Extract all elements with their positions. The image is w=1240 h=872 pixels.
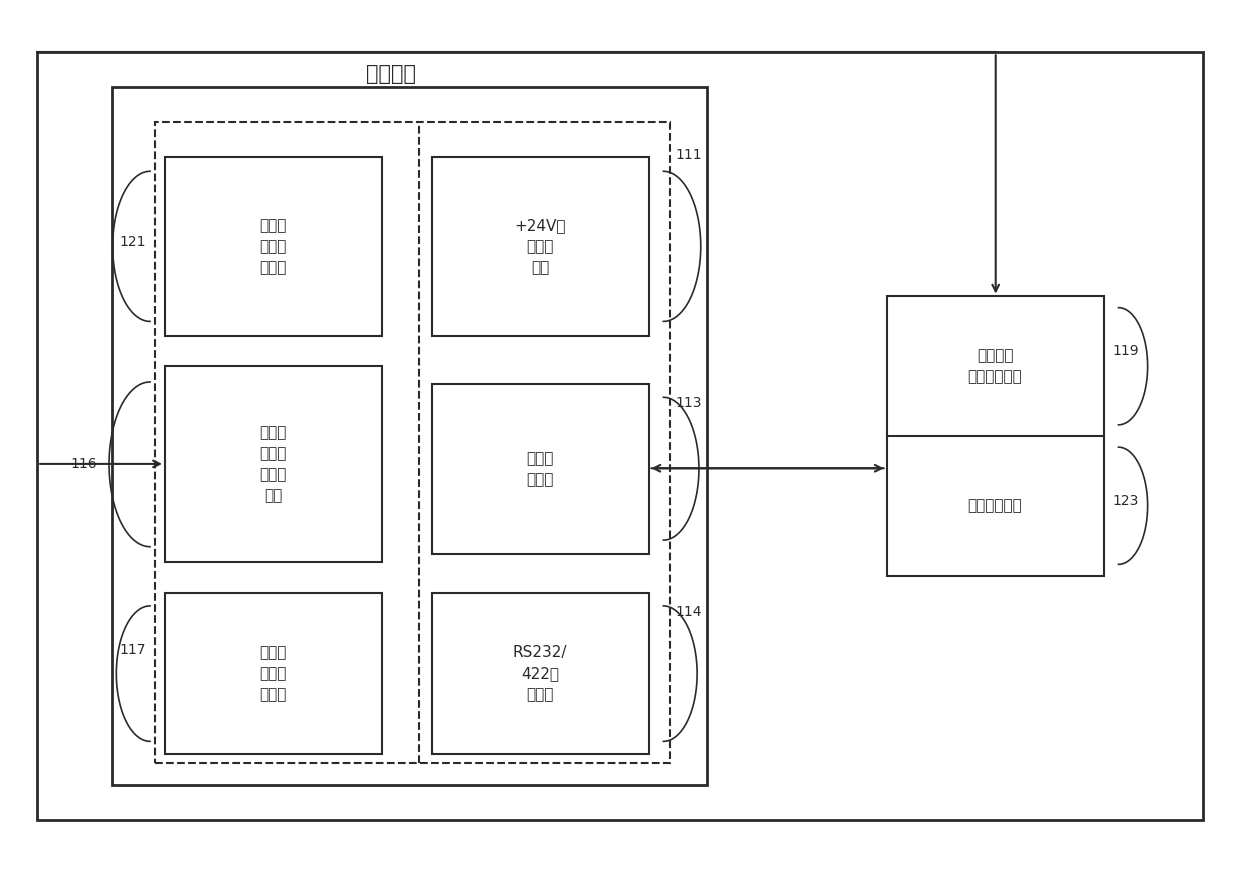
Bar: [37, 52, 1203, 820]
Text: RS232/
422端
口通道: RS232/ 422端 口通道: [513, 645, 567, 702]
Text: 测试用
直流稳
压电源: 测试用 直流稳 压电源: [259, 218, 288, 275]
Text: 117: 117: [119, 643, 145, 657]
Text: 114: 114: [676, 605, 702, 619]
Text: 被测对象
（机械固定）: 被测对象 （机械固定）: [967, 348, 1023, 385]
Text: 测试设备: 测试设备: [366, 65, 415, 84]
Bar: [887, 296, 1104, 576]
Text: 121: 121: [119, 235, 145, 249]
Text: 123: 123: [1112, 494, 1138, 508]
Text: 交流伺服系统: 交流伺服系统: [967, 498, 1023, 514]
Text: 116: 116: [71, 457, 97, 471]
Text: 113: 113: [676, 396, 702, 410]
Bar: [432, 157, 649, 336]
Text: 速度模
拟通道: 速度模 拟通道: [526, 451, 554, 487]
Bar: [112, 87, 707, 785]
Text: 111: 111: [676, 148, 702, 162]
Bar: [165, 366, 382, 562]
Text: 测试用
高频信
号端口: 测试用 高频信 号端口: [259, 645, 288, 702]
Bar: [432, 384, 649, 554]
Bar: [155, 122, 670, 763]
Bar: [165, 593, 382, 754]
Bar: [432, 593, 649, 754]
Text: 测试用
中、低
频信号
端口: 测试用 中、低 频信号 端口: [259, 426, 288, 503]
Bar: [165, 157, 382, 336]
Text: 119: 119: [1112, 344, 1138, 358]
Text: +24V直
流稳压
电源: +24V直 流稳压 电源: [515, 218, 565, 275]
